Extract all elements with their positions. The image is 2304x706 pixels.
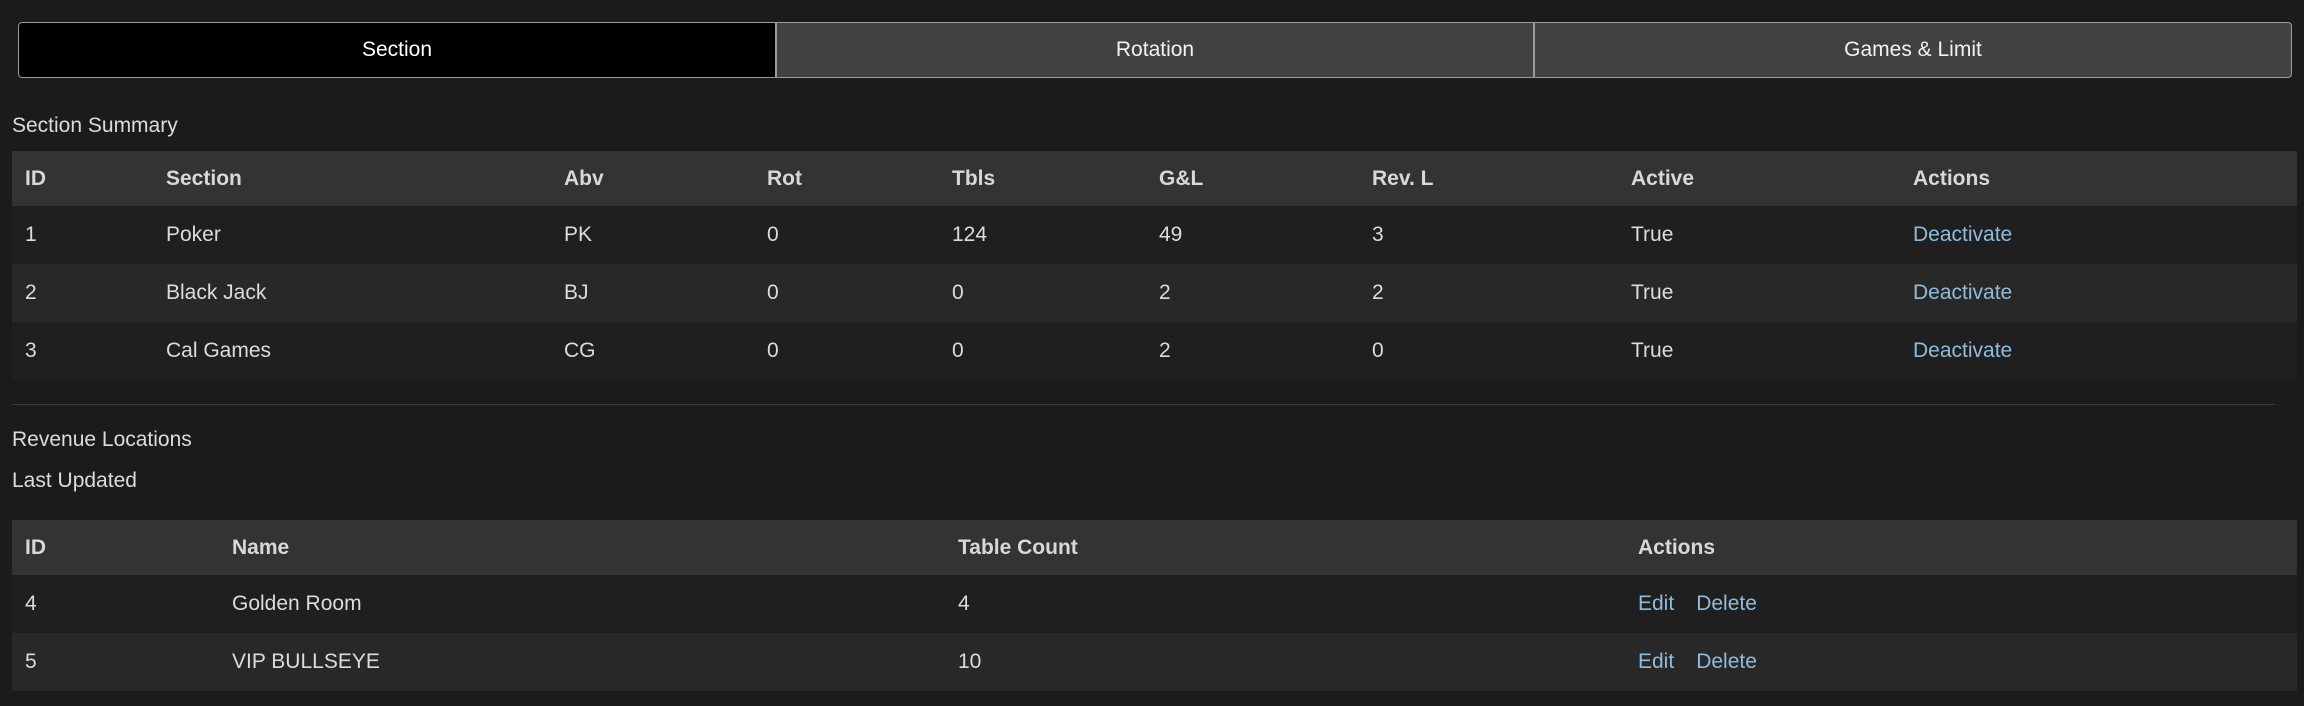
cell-active: True bbox=[1631, 322, 1913, 380]
last-updated-label: Last Updated bbox=[12, 469, 137, 492]
col-rot: Rot bbox=[767, 151, 952, 206]
cell-active: True bbox=[1631, 264, 1913, 322]
cell-abv: BJ bbox=[564, 264, 767, 322]
col-revl: Rev. L bbox=[1372, 151, 1631, 206]
cell-actions: Deactivate bbox=[1913, 264, 2297, 322]
cell-revl: 0 bbox=[1372, 322, 1631, 380]
tab-section[interactable]: Section bbox=[18, 22, 776, 78]
cell-actions: Edit Delete bbox=[1638, 633, 2297, 691]
revenue-locations-title: Revenue Locations bbox=[12, 428, 192, 451]
cell-tbls: 0 bbox=[952, 322, 1159, 380]
section-summary-table: ID Section Abv Rot Tbls G&L Rev. L Activ… bbox=[12, 151, 2297, 380]
col-gl: G&L bbox=[1159, 151, 1372, 206]
cell-id: 3 bbox=[12, 322, 166, 380]
cell-name: VIP BULLSEYE bbox=[232, 633, 958, 691]
deactivate-link[interactable]: Deactivate bbox=[1913, 223, 2013, 246]
cell-tbls: 0 bbox=[952, 264, 1159, 322]
section-summary-title: Section Summary bbox=[12, 114, 178, 137]
col-active: Active bbox=[1631, 151, 1913, 206]
cell-name: Golden Room bbox=[232, 575, 958, 633]
cell-id: 5 bbox=[12, 633, 232, 691]
cell-abv: CG bbox=[564, 322, 767, 380]
tab-rotation[interactable]: Rotation bbox=[776, 22, 1534, 78]
cell-table-count: 10 bbox=[958, 633, 1638, 691]
cell-id: 1 bbox=[12, 206, 166, 264]
col-section: Section bbox=[166, 151, 564, 206]
cell-actions: Deactivate bbox=[1913, 206, 2297, 264]
divider bbox=[12, 404, 2275, 405]
cell-section: Poker bbox=[166, 206, 564, 264]
cell-tbls: 124 bbox=[952, 206, 1159, 264]
deactivate-link[interactable]: Deactivate bbox=[1913, 281, 2013, 304]
cell-gl: 49 bbox=[1159, 206, 1372, 264]
revenue-locations-table: ID Name Table Count Actions 4 Golden Roo… bbox=[12, 520, 2297, 691]
cell-abv: PK bbox=[564, 206, 767, 264]
col-actions: Actions bbox=[1913, 151, 2297, 206]
col-name: Name bbox=[232, 520, 958, 575]
cell-actions: Edit Delete bbox=[1638, 575, 2297, 633]
table-row: 2 Black Jack BJ 0 0 2 2 True Deactivate bbox=[12, 264, 2297, 322]
col-abv: Abv bbox=[564, 151, 767, 206]
cell-id: 4 bbox=[12, 575, 232, 633]
deactivate-link[interactable]: Deactivate bbox=[1913, 339, 2013, 362]
delete-link[interactable]: Delete bbox=[1696, 650, 1757, 673]
col-actions: Actions bbox=[1638, 520, 2297, 575]
cell-section: Black Jack bbox=[166, 264, 564, 322]
table-row: 5 VIP BULLSEYE 10 Edit Delete bbox=[12, 633, 2297, 691]
table-row: 3 Cal Games CG 0 0 2 0 True Deactivate bbox=[12, 322, 2297, 380]
cell-rot: 0 bbox=[767, 206, 952, 264]
col-id: ID bbox=[12, 151, 166, 206]
cell-active: True bbox=[1631, 206, 1913, 264]
cell-section: Cal Games bbox=[166, 322, 564, 380]
cell-gl: 2 bbox=[1159, 264, 1372, 322]
table-row: 1 Poker PK 0 124 49 3 True Deactivate bbox=[12, 206, 2297, 264]
delete-link[interactable]: Delete bbox=[1696, 592, 1757, 615]
col-tbls: Tbls bbox=[952, 151, 1159, 206]
edit-link[interactable]: Edit bbox=[1638, 650, 1675, 673]
tab-bar: Section Rotation Games & Limit bbox=[18, 22, 2292, 78]
cell-gl: 2 bbox=[1159, 322, 1372, 380]
col-table-count: Table Count bbox=[958, 520, 1638, 575]
cell-actions: Deactivate bbox=[1913, 322, 2297, 380]
table-header-row: ID Section Abv Rot Tbls G&L Rev. L Activ… bbox=[12, 151, 2297, 206]
col-id: ID bbox=[12, 520, 232, 575]
cell-rot: 0 bbox=[767, 322, 952, 380]
edit-link[interactable]: Edit bbox=[1638, 592, 1675, 615]
table-row: 4 Golden Room 4 Edit Delete bbox=[12, 575, 2297, 633]
cell-rot: 0 bbox=[767, 264, 952, 322]
table-header-row: ID Name Table Count Actions bbox=[12, 520, 2297, 575]
cell-revl: 2 bbox=[1372, 264, 1631, 322]
cell-table-count: 4 bbox=[958, 575, 1638, 633]
cell-id: 2 bbox=[12, 264, 166, 322]
cell-revl: 3 bbox=[1372, 206, 1631, 264]
tab-games-limit[interactable]: Games & Limit bbox=[1534, 22, 2292, 78]
